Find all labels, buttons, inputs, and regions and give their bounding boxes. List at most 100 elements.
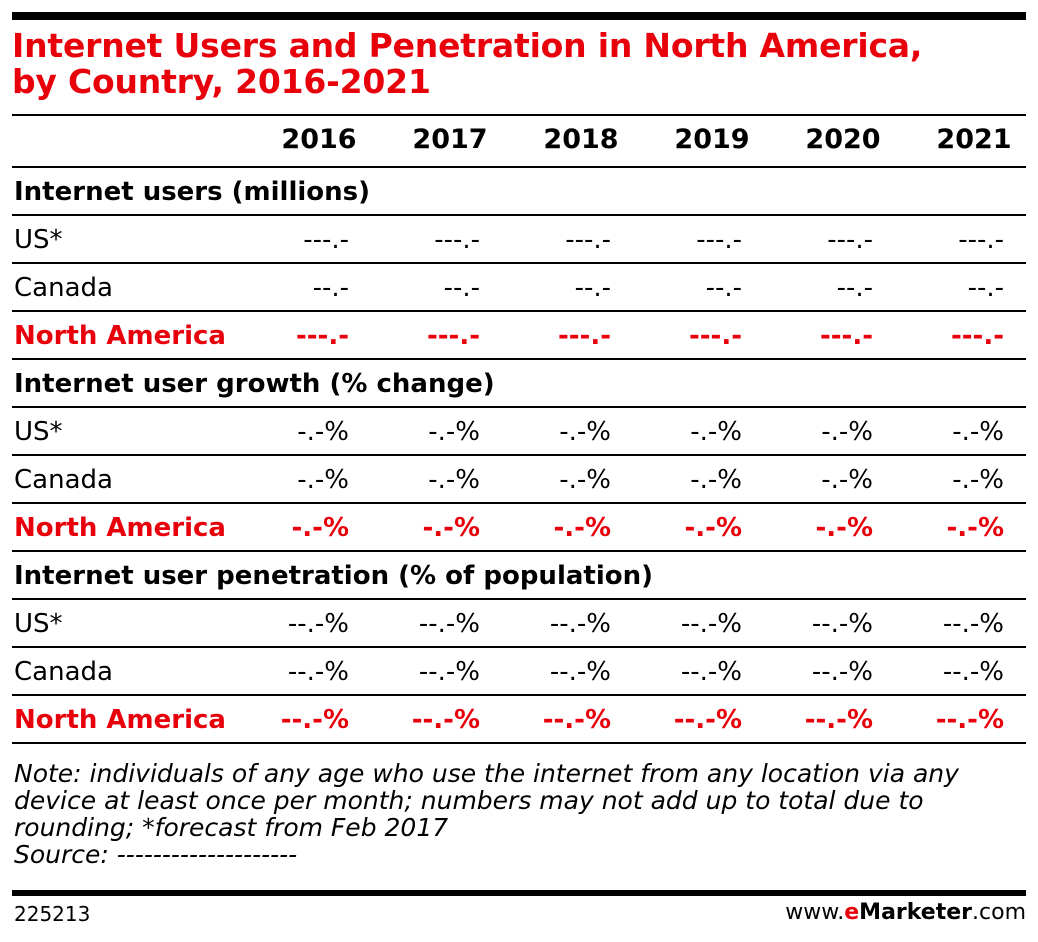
value-1-2-2020: --.- [836,273,873,303]
value-2-3-2019: -.-% [684,513,742,543]
chart-title: Internet Users and Penetration in North … [12,28,1026,100]
row-rule-2-1 [12,454,1026,456]
value-3-2-2021: --.-% [942,657,1004,687]
value-1-1-2017: ---.- [434,225,480,255]
year-header-2019: 2019 [674,124,750,155]
chart-id: 225213 [14,902,91,926]
brand-suffix: .com [972,900,1026,925]
title-line-2: by Country, 2016-2021 [12,62,431,101]
value-3-3-2020: --.-% [804,705,873,735]
header-top-rule [12,114,1026,116]
value-1-1-2018: ---.- [565,225,611,255]
row-label-3-2: Canada [14,657,113,687]
year-header-2017: 2017 [412,124,488,155]
year-header-2016: 2016 [281,124,357,155]
value-2-2-2020: -.-% [821,465,873,495]
value-1-2-2018: --.- [574,273,611,303]
value-3-1-2021: --.-% [942,609,1004,639]
row-rule-1-2 [12,310,1026,312]
row-label-1-3: North America [14,321,226,351]
value-3-1-2016: --.-% [287,609,349,639]
value-2-3-2016: -.-% [291,513,349,543]
value-3-1-2020: --.-% [811,609,873,639]
brand-prefix: www. [785,900,845,925]
brand-e: e [844,900,860,925]
row-rule-2-3 [12,550,1026,552]
value-3-2-2016: --.-% [287,657,349,687]
note-line-2: device at least once per month; numbers … [14,786,924,815]
value-3-3-2016: --.-% [280,705,349,735]
value-1-3-2019: ---.- [688,321,742,351]
value-1-2-2019: --.- [705,273,742,303]
value-2-2-2018: -.-% [559,465,611,495]
value-1-3-2021: ---.- [950,321,1004,351]
row-label-2-1: US* [14,417,63,447]
value-3-2-2018: --.-% [549,657,611,687]
value-3-2-2019: --.-% [680,657,742,687]
row-label-1-1: US* [14,225,63,255]
value-3-1-2019: --.-% [680,609,742,639]
value-1-2-2017: --.- [443,273,480,303]
value-3-2-2017: --.-% [418,657,480,687]
value-2-2-2017: -.-% [428,465,480,495]
row-rule-3-2 [12,694,1026,696]
note-line-3: rounding; *forecast from Feb 2017 [14,813,449,842]
year-header-2018: 2018 [543,124,619,155]
source-line: Source: -------------------- [14,840,298,869]
section-heading-1: Internet users (millions) [14,177,371,207]
brand-name: Marketer [859,900,973,925]
note-line-1: Note: individuals of any age who use the… [14,759,959,788]
value-2-1-2016: -.-% [297,417,349,447]
title-line-1: Internet Users and Penetration in North … [12,26,923,65]
value-1-1-2019: ---.- [696,225,742,255]
value-3-3-2021: --.-% [935,705,1004,735]
value-2-1-2019: -.-% [690,417,742,447]
value-3-2-2020: --.-% [811,657,873,687]
value-2-2-2016: -.-% [297,465,349,495]
year-header-2021: 2021 [936,124,1012,155]
value-2-1-2018: -.-% [559,417,611,447]
year-header-2020: 2020 [805,124,881,155]
value-2-3-2021: -.-% [946,513,1004,543]
value-1-3-2020: ---.- [819,321,873,351]
top-rule [12,12,1026,20]
row-rule-3-3 [12,742,1026,744]
value-3-1-2017: --.-% [418,609,480,639]
row-rule-3-1 [12,646,1026,648]
value-3-3-2017: --.-% [411,705,480,735]
bottom-rule [12,890,1026,896]
value-1-1-2016: ---.- [303,225,349,255]
section-heading-3: Internet user penetration (% of populati… [14,561,653,591]
value-1-1-2021: ---.- [958,225,1004,255]
value-2-3-2020: -.-% [815,513,873,543]
value-1-3-2016: ---.- [295,321,349,351]
row-label-1-2: Canada [14,273,113,303]
row-label-3-3: North America [14,705,226,735]
value-1-3-2017: ---.- [426,321,480,351]
value-2-2-2019: -.-% [690,465,742,495]
section-rule-3 [12,598,1026,600]
value-3-3-2019: --.-% [673,705,742,735]
value-3-1-2018: --.-% [549,609,611,639]
value-1-3-2018: ---.- [557,321,611,351]
value-1-1-2020: ---.- [827,225,873,255]
value-2-3-2017: -.-% [422,513,480,543]
row-rule-2-2 [12,502,1026,504]
value-3-3-2018: --.-% [542,705,611,735]
section-rule-1 [12,214,1026,216]
section-heading-2: Internet user growth (% change) [14,369,495,399]
header-bottom-rule [12,166,1026,168]
brand-link[interactable]: www.eMarketer.com [785,900,1026,925]
value-2-1-2020: -.-% [821,417,873,447]
row-rule-1-1 [12,262,1026,264]
value-2-2-2021: -.-% [952,465,1004,495]
value-1-2-2021: --.- [967,273,1004,303]
value-2-3-2018: -.-% [553,513,611,543]
value-1-2-2016: --.- [312,273,349,303]
row-label-2-3: North America [14,513,226,543]
row-label-3-1: US* [14,609,63,639]
chart-note: Note: individuals of any age who use the… [14,760,1026,868]
section-rule-2 [12,406,1026,408]
row-rule-1-3 [12,358,1026,360]
